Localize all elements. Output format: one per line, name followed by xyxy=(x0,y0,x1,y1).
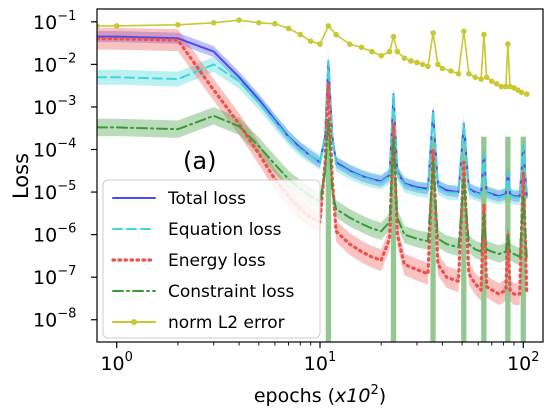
series-point xyxy=(414,59,420,66)
series-point xyxy=(439,65,446,72)
x-axis-label: epochs (x102) xyxy=(254,383,386,407)
series-point xyxy=(369,48,375,55)
series-point xyxy=(390,33,397,40)
x-tick-label: 100 xyxy=(100,350,132,375)
series-point xyxy=(448,68,454,74)
series-point xyxy=(466,71,472,77)
legend-box xyxy=(102,179,321,339)
y-tick-label: 10−5 xyxy=(33,179,76,204)
series-point xyxy=(498,83,505,90)
spike-fill xyxy=(461,136,467,342)
series-point xyxy=(386,48,393,55)
series-point xyxy=(317,41,323,47)
band-3 xyxy=(97,107,527,266)
series-point xyxy=(210,20,217,26)
spike-fill xyxy=(390,136,397,342)
series-point xyxy=(255,20,262,26)
y-tick-label: 10−4 xyxy=(33,136,76,161)
series-point xyxy=(518,89,525,96)
series-point xyxy=(175,22,181,28)
legend-label: Total loss xyxy=(167,189,246,209)
annotation-label: (a) xyxy=(183,147,216,175)
x-axis-ticks: 100 101 102 xyxy=(100,342,540,375)
series-point xyxy=(236,17,242,23)
series-point xyxy=(481,31,487,38)
series-point xyxy=(297,31,304,38)
series-point xyxy=(461,28,467,35)
y-tick-label: 10−2 xyxy=(33,51,76,76)
spike-fill xyxy=(430,136,436,342)
spike-fill xyxy=(325,136,332,342)
series-point xyxy=(378,52,385,59)
series-point xyxy=(524,91,530,97)
legend-label: Energy loss xyxy=(168,251,266,271)
legend-label: Constraint loss xyxy=(168,282,295,302)
series-point xyxy=(489,78,495,85)
series-point xyxy=(505,41,511,47)
series-point xyxy=(493,81,500,87)
y-axis-ticks: 10−1 10−2 10−3 10−4 10−5 10−6 10−7 10−8 xyxy=(33,9,97,332)
series-point xyxy=(97,23,100,29)
spike-fill xyxy=(520,136,526,342)
series-point xyxy=(435,61,441,68)
y-tick-label: 10−1 xyxy=(33,9,76,34)
series-point xyxy=(358,44,365,51)
series-point xyxy=(333,31,339,38)
series-point xyxy=(285,25,292,32)
series-point xyxy=(325,23,332,29)
y-tick-label: 10−8 xyxy=(33,307,76,332)
x-tick-label: 101 xyxy=(304,350,336,375)
series-point xyxy=(430,30,436,36)
series-point xyxy=(472,74,479,80)
series-point xyxy=(419,61,426,68)
y-tick-label: 10−3 xyxy=(33,94,76,119)
series-point xyxy=(455,71,462,77)
series-point xyxy=(394,48,401,55)
series-point xyxy=(503,83,509,90)
legend-label: norm L2 error xyxy=(168,313,285,333)
y-tick-label: 10−6 xyxy=(33,222,76,247)
x-tick-label: 102 xyxy=(507,350,539,375)
y-tick-label: 10−7 xyxy=(33,264,76,289)
series-point xyxy=(478,76,484,82)
series-point xyxy=(401,55,408,61)
legend-label: Equation loss xyxy=(168,220,282,240)
y-axis-label: Loss xyxy=(9,153,33,199)
series-point xyxy=(272,21,278,27)
series-point xyxy=(408,58,414,64)
series-line-1 xyxy=(97,60,528,199)
series-point xyxy=(425,63,431,70)
legend: Total loss Equation loss Energy loss Constr… xyxy=(102,179,321,339)
series-point xyxy=(346,41,353,47)
legend-marker xyxy=(131,319,137,325)
series-point xyxy=(307,38,314,44)
series-point xyxy=(113,23,120,29)
series-point xyxy=(483,74,490,80)
